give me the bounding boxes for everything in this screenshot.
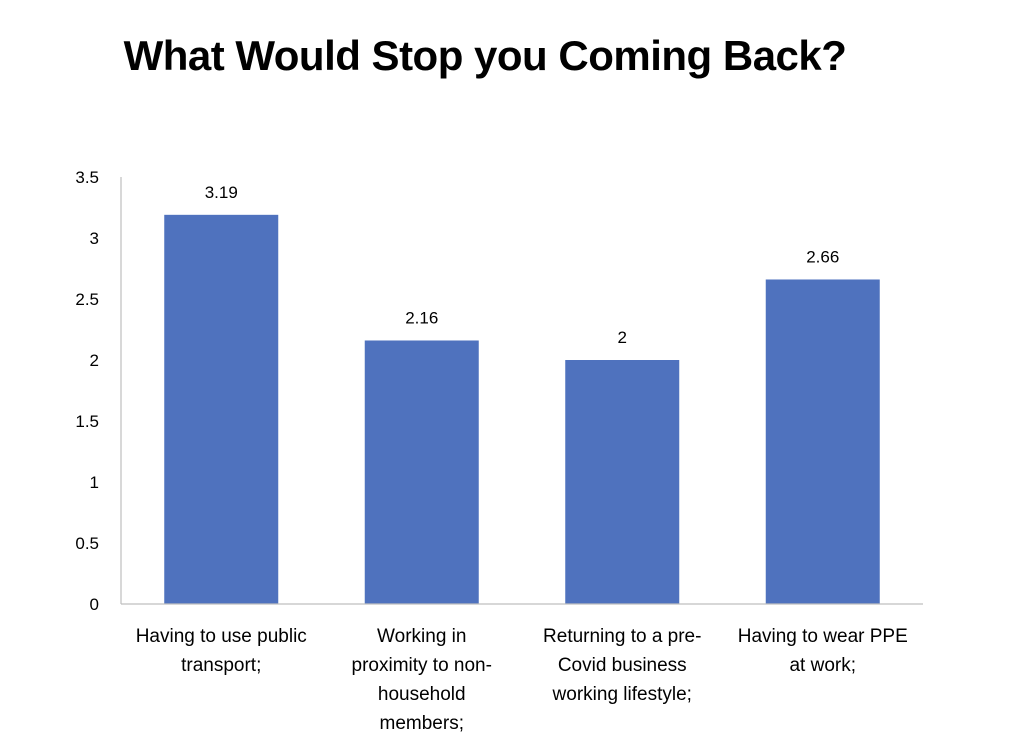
x-category-label-line: Having to use public xyxy=(136,626,307,647)
y-tick-label: 2.5 xyxy=(75,290,99,309)
x-category-label-line: household xyxy=(378,684,466,705)
category-labels: Having to use public transport; Working in… xyxy=(136,626,908,734)
x-category-label-line: members; xyxy=(380,713,464,734)
bar xyxy=(364,340,479,604)
y-tick-label: 0.5 xyxy=(75,534,99,553)
x-category-label-line: proximity to non- xyxy=(352,655,492,676)
x-category-label-line: at work; xyxy=(789,655,856,676)
x-category-label-line: Working in xyxy=(377,626,466,647)
data-label: 2 xyxy=(618,328,627,347)
y-tick-label: 2 xyxy=(90,351,99,370)
bars xyxy=(164,214,880,604)
bar xyxy=(765,279,880,604)
x-category-label: Returning to a pre- Covid business working… xyxy=(543,626,701,705)
y-tick-label: 1 xyxy=(90,473,99,492)
data-label: 2.66 xyxy=(806,247,839,266)
x-category-label-line: Covid business xyxy=(558,655,687,676)
y-axis: 0 0.5 1 1.5 2 2.5 3 3.5 xyxy=(75,168,122,614)
y-tick-label: 1.5 xyxy=(75,412,99,431)
x-category-label: Having to use public transport; xyxy=(136,626,307,676)
data-label: 3.19 xyxy=(205,183,238,202)
chart-title: What Would Stop you Coming Back? xyxy=(123,32,847,79)
x-category-label-line: transport; xyxy=(181,655,261,676)
y-tick-label: 3.5 xyxy=(75,168,99,187)
x-category-label-line: working lifestyle; xyxy=(552,684,692,705)
y-tick-label: 0 xyxy=(90,595,99,614)
bar xyxy=(164,214,279,604)
x-category-label-line: Having to wear PPE xyxy=(738,626,908,647)
x-category-label-line: Returning to a pre- xyxy=(543,626,701,647)
data-labels: 3.19 2.16 2 2.66 xyxy=(205,183,840,347)
x-category-label: Working in proximity to non-household memb… xyxy=(352,626,492,734)
x-category-label: Having to wear PPE at work; xyxy=(738,626,908,676)
data-label: 2.16 xyxy=(405,308,438,327)
y-tick-label: 3 xyxy=(90,229,99,248)
bar xyxy=(565,360,680,604)
